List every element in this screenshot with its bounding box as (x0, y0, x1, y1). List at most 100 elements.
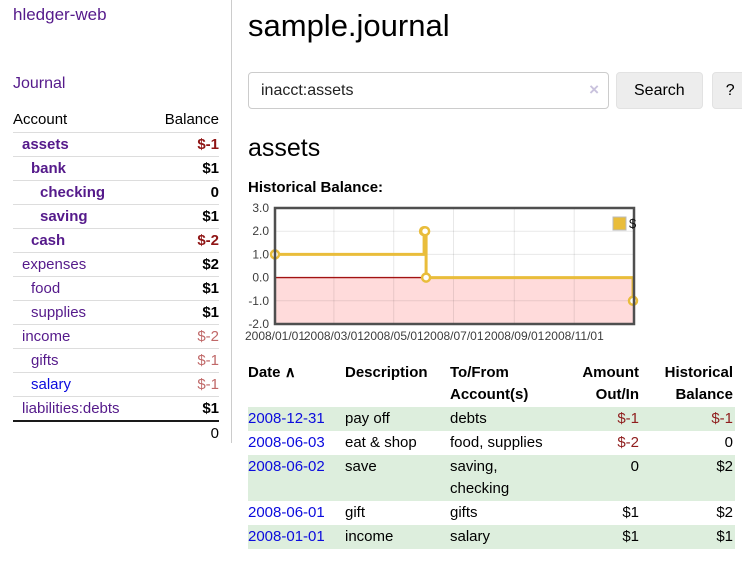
transaction-date-link[interactable]: 2008-06-02 (248, 458, 325, 475)
col-balance: Historical Balance (664, 364, 733, 403)
col-date-sort[interactable]: Date ∧ (248, 364, 296, 381)
svg-text:2008/01/01: 2008/01/01 (245, 329, 305, 343)
account-row: checking 0 (13, 180, 219, 205)
transaction-description: income (345, 528, 394, 545)
account-balance: $-1 (197, 136, 219, 153)
transaction-balance: $2 (716, 504, 733, 521)
account-row: supplies $1 (13, 300, 219, 325)
transaction-amount: $1 (622, 528, 639, 545)
account-link[interactable]: cash (31, 232, 66, 249)
account-link[interactable]: saving (40, 208, 88, 225)
transaction-date-link[interactable]: 2008-06-03 (248, 434, 325, 451)
account-link[interactable]: checking (40, 184, 106, 201)
transaction-balance: $1 (716, 528, 733, 545)
register-header-row: Date ∧ Description To/From Account(s) Am… (248, 361, 735, 407)
account-row: income $-2 (13, 324, 219, 349)
account-balance: 0 (210, 184, 219, 201)
transaction-description: eat & shop (345, 434, 417, 451)
svg-text:2008/03/01: 2008/03/01 (304, 329, 364, 343)
svg-text:-2.0: -2.0 (248, 317, 269, 331)
svg-text:2008/11/01: 2008/11/01 (545, 329, 604, 343)
col-accounts: To/From Account(s) (450, 364, 529, 403)
account-row: cash $-2 (13, 228, 219, 253)
accounts-total-row: 0 (13, 421, 219, 445)
account-link[interactable]: assets (22, 136, 69, 153)
register-row: 2008-06-02 save saving, checking 0 $2 (248, 455, 735, 501)
clear-search-icon[interactable]: × (589, 80, 599, 99)
svg-text:3.0: 3.0 (252, 201, 269, 215)
svg-text:2.0: 2.0 (252, 224, 269, 238)
sidebar: hledger-web Journal Account Balance asse… (0, 0, 232, 443)
nav-journal-link[interactable]: Journal (13, 75, 66, 92)
brand-link[interactable]: hledger-web (13, 5, 107, 24)
transaction-balance: 0 (724, 434, 733, 451)
account-balance: $1 (202, 400, 219, 417)
account-link[interactable]: gifts (31, 352, 59, 369)
account-balance: $-2 (197, 232, 219, 249)
svg-text:2008/07/01: 2008/07/01 (423, 329, 483, 343)
transaction-accounts: salary (450, 528, 491, 545)
accounts-header-balance: Balance (164, 111, 219, 128)
transaction-description: gift (345, 504, 366, 521)
col-amount: Amount Out/In (582, 364, 639, 403)
account-row: food $1 (13, 276, 219, 301)
account-row: liabilities:debts $1 (13, 396, 219, 422)
svg-text:0.0: 0.0 (252, 271, 269, 285)
account-balance: $-1 (197, 376, 219, 393)
svg-text:$: $ (629, 216, 637, 231)
account-balance: $2 (202, 256, 219, 273)
transaction-date-link[interactable]: 2008-01-01 (248, 528, 325, 545)
account-row: expenses $2 (13, 252, 219, 277)
transaction-balance: $2 (716, 458, 733, 475)
account-link[interactable]: liabilities:debts (22, 400, 120, 417)
search-button[interactable]: Search (616, 72, 703, 109)
account-link[interactable]: food (31, 280, 61, 297)
account-row: bank $1 (13, 156, 219, 181)
register-row: 2008-12-31 pay off debts $-1 $-1 (248, 407, 735, 431)
transaction-description: pay off (345, 410, 390, 427)
transaction-accounts: gifts (450, 504, 478, 521)
historical-balance-chart: 3.0 2.0 1.0 0.0 -1.0 -2.0 2008/01/01 2008/03/01… (245, 199, 742, 349)
transaction-date-link[interactable]: 2008-06-01 (248, 504, 325, 521)
chart-title: Historical Balance: (248, 179, 384, 196)
account-heading: assets (248, 134, 321, 162)
page-title: sample.journal (248, 8, 450, 43)
search-input[interactable] (248, 72, 609, 109)
register-row: 2008-06-03 eat & shop food, supplies $-2 0 (248, 431, 735, 455)
svg-text:1.0: 1.0 (252, 247, 269, 261)
account-balance: $1 (202, 280, 219, 297)
transaction-description: save (345, 458, 377, 475)
transaction-accounts: saving, checking (450, 458, 510, 497)
accounts-table: Account Balance assets $-1 bank $1 checking 0… (13, 111, 219, 445)
transaction-amount: $1 (622, 504, 639, 521)
account-row: salary $-1 (13, 372, 219, 397)
help-button[interactable]: ? (711, 72, 742, 109)
transaction-date-link[interactable]: 2008-12-31 (248, 410, 325, 427)
transaction-accounts: debts (450, 410, 487, 427)
sort-asc-icon: ∧ (284, 364, 296, 381)
register-table: Date ∧ Description To/From Account(s) Am… (248, 361, 735, 549)
account-link[interactable]: salary (31, 376, 72, 393)
search-box: × (248, 72, 609, 109)
account-row: saving $1 (13, 204, 219, 229)
accounts-total-value: 0 (210, 425, 219, 442)
account-link[interactable]: expenses (22, 256, 87, 273)
account-balance: $-1 (197, 352, 219, 369)
svg-text:-1.0: -1.0 (248, 294, 269, 308)
main-content: sample.journal × Search ? assets Histori… (232, 0, 742, 582)
transaction-amount: 0 (630, 458, 639, 475)
register-row: 2008-01-01 income salary $1 $1 (248, 525, 735, 549)
col-description: Description (345, 364, 428, 381)
transaction-balance: $-1 (711, 410, 733, 427)
account-link[interactable]: income (22, 328, 71, 345)
accounts-header-row: Account Balance (13, 111, 219, 133)
transaction-accounts: food, supplies (450, 434, 543, 451)
chart-canvas: 3.0 2.0 1.0 0.0 -1.0 -2.02008/01/012008/03/01… (245, 201, 639, 343)
account-row: gifts $-1 (13, 348, 219, 373)
account-link[interactable]: bank (31, 160, 67, 177)
search-bar: × Search ? (248, 72, 742, 109)
account-link[interactable]: supplies (31, 304, 87, 321)
transaction-amount: $-2 (617, 434, 639, 451)
transaction-amount: $-1 (617, 410, 639, 427)
svg-text:2008/09/01: 2008/09/01 (484, 329, 544, 343)
